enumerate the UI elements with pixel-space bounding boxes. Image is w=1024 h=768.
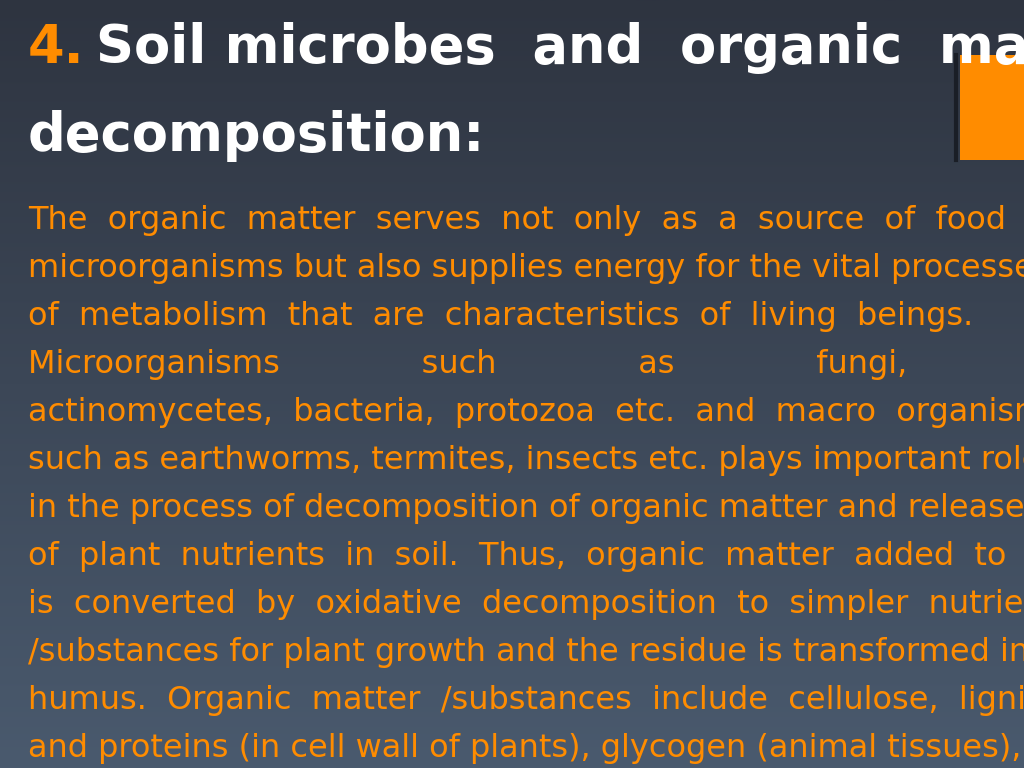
Text: actinomycetes,  bacteria,  protozoa  etc.  and  macro  organisms: actinomycetes, bacteria, protozoa etc. a…: [28, 397, 1024, 428]
Text: and proteins (in cell wall of plants), glycogen (animal tissues),: and proteins (in cell wall of plants), g…: [28, 733, 1021, 764]
Text: 4.: 4.: [28, 22, 85, 74]
Text: Microorganisms              such              as              fungi,: Microorganisms such as fungi,: [28, 349, 907, 380]
Text: of  metabolism  that  are  characteristics  of  living  beings.: of metabolism that are characteristics o…: [28, 301, 973, 332]
Text: Soil microbes  and  organic  matter: Soil microbes and organic matter: [96, 22, 1024, 74]
Bar: [961, 55, 1024, 160]
Text: /substances for plant growth and the residue is transformed into: /substances for plant growth and the res…: [28, 637, 1024, 668]
Text: is  converted  by  oxidative  decomposition  to  simpler  nutrients: is converted by oxidative decomposition …: [28, 589, 1024, 620]
Text: The  organic  matter  serves  not  only  as  a  source  of  food  for: The organic matter serves not only as a …: [28, 205, 1024, 236]
Text: decomposition:: decomposition:: [28, 110, 485, 162]
Text: humus.  Organic  matter  /substances  include  cellulose,  lignins: humus. Organic matter /substances includ…: [28, 685, 1024, 716]
Text: of  plant  nutrients  in  soil.  Thus,  organic  matter  added  to  the  soil: of plant nutrients in soil. Thus, organi…: [28, 541, 1024, 572]
Text: in the process of decomposition of organic matter and release: in the process of decomposition of organ…: [28, 493, 1024, 524]
Text: such as earthworms, termites, insects etc. plays important role: such as earthworms, termites, insects et…: [28, 445, 1024, 476]
Text: microorganisms but also supplies energy for the vital processes: microorganisms but also supplies energy …: [28, 253, 1024, 284]
